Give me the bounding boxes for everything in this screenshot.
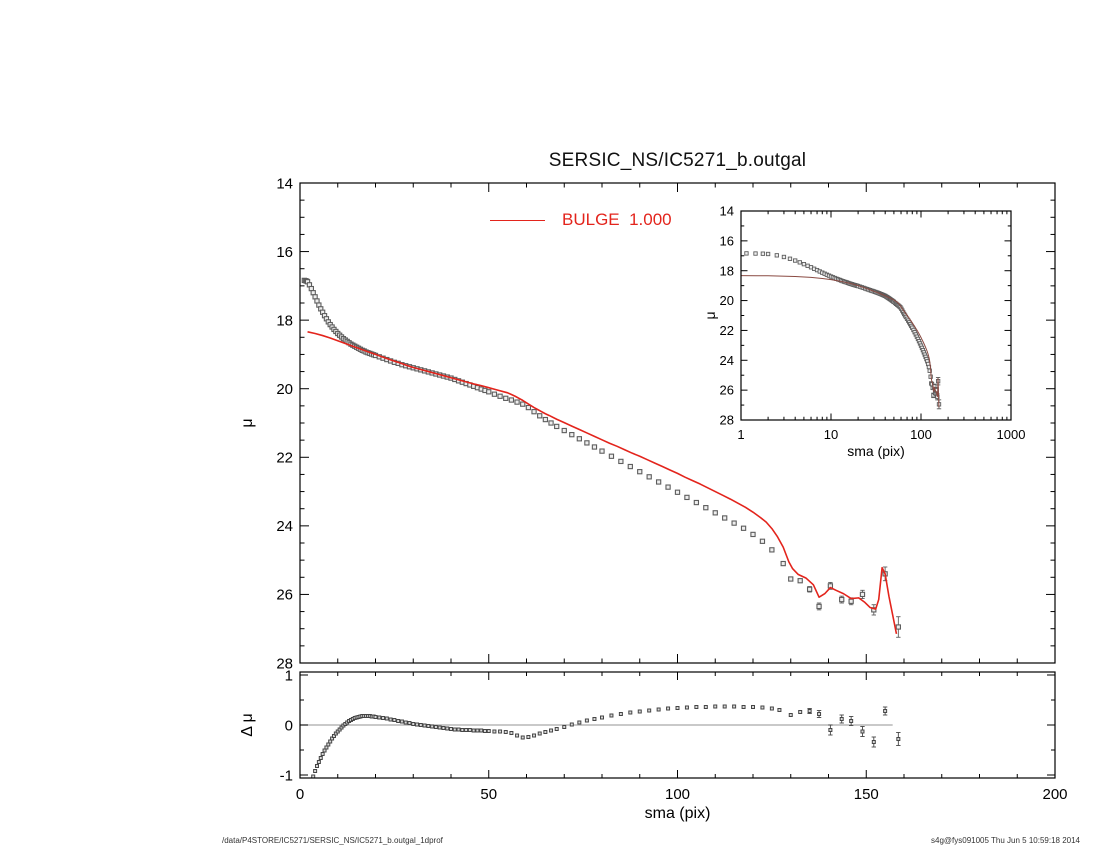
residual-ytick-label: -1: [280, 767, 293, 784]
footer-timestamp: s4g@fys091005 Thu Jun 5 10:59:18 2014: [931, 836, 1080, 845]
main-profile-ytick-label: 20: [276, 381, 293, 398]
main-profile-ytick-label: 14: [276, 175, 293, 192]
inset-profile-ytick-label: 28: [720, 413, 734, 428]
main-profile-ytick-label: 24: [276, 518, 293, 535]
inset-profile-xtick-label: 10: [824, 427, 838, 442]
residual-xtick-label: 100: [665, 786, 690, 803]
legend-label: BULGE 1.000: [562, 210, 672, 229]
residual-ytick-label: 0: [285, 717, 293, 734]
main-profile-ytick-label: 22: [276, 450, 293, 467]
main-profile-ytick-label: 26: [276, 587, 293, 604]
inset-profile-ytick-label: 14: [720, 204, 734, 219]
inset-profile-xtick-label: 100: [910, 427, 932, 442]
inset-profile: 14 16 18 20 22 24 26 281 10 100 1000 μ sma (pix): [702, 204, 1025, 459]
residual-xlabel: sma (pix): [645, 805, 711, 822]
inset-profile-ytick-label: 20: [720, 293, 734, 308]
inset-profile-ytick-label: 26: [720, 383, 734, 398]
residual-xtick-label: 0: [296, 786, 304, 803]
main-profile-ylabel: μ: [239, 418, 256, 427]
inset-profile-ytick-label: 24: [720, 353, 734, 368]
footer-path: /data/P4STORE/IC5271/SERSIC_NS/IC5271_b.…: [222, 836, 443, 845]
legend-line-sample: [490, 219, 545, 221]
residual-ylabel: Δ μ: [239, 713, 256, 736]
figure-title: SERSIC_NS/IC5271_b.outgal: [548, 150, 807, 171]
residual-xtick-label: 150: [854, 786, 879, 803]
residual-ytick-label: 1: [285, 667, 293, 684]
inset-profile-xtick-label: 1: [737, 427, 744, 442]
residual-xtick-label: 50: [480, 786, 497, 803]
legend: BULGE 1.000: [490, 210, 672, 230]
inset-profile-ylabel: μ: [702, 311, 718, 319]
inset-profile-xlabel: sma (pix): [847, 443, 905, 459]
inset-profile-ytick-label: 22: [720, 323, 734, 338]
inset-profile-ytick-label: 18: [720, 263, 734, 278]
main-profile-ytick-label: 16: [276, 244, 293, 261]
inset-profile-BULGE model: [741, 275, 940, 408]
main-profile: 14 16 18 20 22 24 26 28 μ: [239, 175, 1056, 672]
main-profile-ytick-label: 28: [276, 655, 293, 672]
inset-profile-ytick-label: 16: [720, 233, 734, 248]
main-profile-ytick-label: 18: [276, 312, 293, 329]
residual-xtick-label: 200: [1042, 786, 1067, 803]
inset-profile-xtick-label: 1000: [997, 427, 1026, 442]
main-profile-BULGE 1.000 model: [307, 331, 898, 635]
residual-data-minus-model: [311, 704, 901, 778]
